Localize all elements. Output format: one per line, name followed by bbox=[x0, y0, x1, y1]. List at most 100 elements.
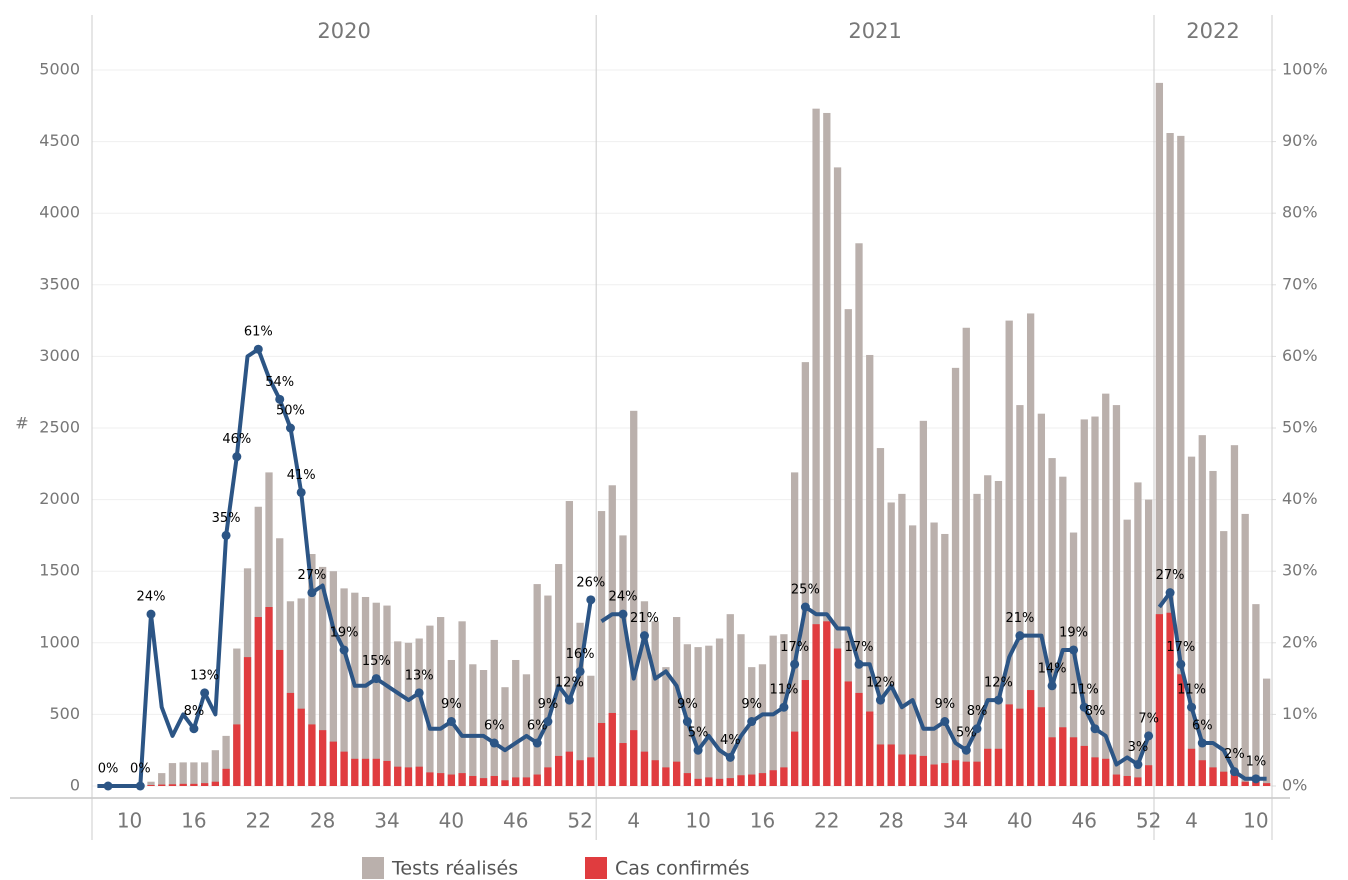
bar bbox=[318, 730, 327, 786]
data-label: 17% bbox=[780, 640, 809, 655]
bar bbox=[394, 641, 402, 786]
bar bbox=[1134, 482, 1142, 786]
line-point bbox=[961, 745, 971, 755]
bar bbox=[619, 743, 627, 786]
bar bbox=[1048, 737, 1056, 786]
bar bbox=[383, 760, 391, 786]
bar bbox=[179, 783, 187, 786]
bar bbox=[533, 584, 541, 786]
data-label: 11% bbox=[769, 683, 798, 698]
bar bbox=[1241, 781, 1249, 786]
bar bbox=[1059, 476, 1067, 786]
data-label: 9% bbox=[441, 697, 462, 712]
bar bbox=[1144, 499, 1153, 786]
data-label: 26% bbox=[576, 575, 605, 590]
data-label: 21% bbox=[1005, 611, 1034, 626]
bar bbox=[951, 760, 960, 786]
data-label: 17% bbox=[1166, 640, 1195, 655]
bar bbox=[222, 768, 230, 786]
y2-tick-label: 60% bbox=[1282, 346, 1318, 365]
line-point bbox=[414, 688, 424, 698]
bar bbox=[941, 533, 949, 786]
line-point bbox=[639, 631, 649, 641]
bar bbox=[168, 763, 177, 786]
line-point bbox=[790, 659, 800, 669]
line-point bbox=[200, 688, 210, 698]
line-point bbox=[1069, 645, 1079, 655]
bar bbox=[233, 648, 241, 786]
bar bbox=[919, 420, 928, 786]
bar bbox=[823, 621, 831, 786]
bar bbox=[694, 647, 702, 786]
bar bbox=[286, 692, 295, 786]
y2-tick-label: 40% bbox=[1282, 489, 1318, 508]
bar bbox=[415, 638, 423, 786]
bar bbox=[512, 659, 520, 786]
bar bbox=[1037, 413, 1046, 786]
bar bbox=[1112, 405, 1121, 786]
bar bbox=[1048, 458, 1056, 786]
y-tick-label: 3500 bbox=[39, 274, 80, 293]
bar bbox=[1166, 133, 1174, 786]
bar bbox=[200, 783, 209, 786]
x-tick-label: 46 bbox=[1072, 809, 1097, 833]
data-label: 0% bbox=[98, 762, 119, 777]
line-point bbox=[693, 745, 703, 755]
bar bbox=[1198, 435, 1206, 786]
bar bbox=[479, 778, 488, 786]
bar bbox=[1037, 707, 1046, 786]
bar bbox=[962, 327, 970, 786]
bar bbox=[426, 625, 434, 786]
bar bbox=[726, 778, 734, 786]
line-point bbox=[993, 695, 1003, 705]
bar bbox=[855, 243, 863, 787]
bar bbox=[833, 648, 842, 786]
bar bbox=[361, 596, 370, 786]
bar bbox=[576, 622, 584, 786]
y-tick-label: 5000 bbox=[39, 60, 80, 79]
data-label: 9% bbox=[741, 697, 762, 712]
data-label: 12% bbox=[866, 676, 895, 691]
bar bbox=[1155, 82, 1164, 786]
data-label: 12% bbox=[555, 676, 584, 691]
bar bbox=[587, 757, 595, 786]
bar bbox=[394, 766, 402, 786]
data-label: 6% bbox=[1192, 719, 1213, 734]
x-tick-label: 52 bbox=[1136, 809, 1161, 833]
data-label: 61% bbox=[244, 325, 273, 340]
bar bbox=[1102, 393, 1110, 786]
line-point bbox=[296, 487, 306, 497]
data-label: 15% bbox=[362, 654, 391, 669]
line-point bbox=[940, 717, 950, 727]
bar bbox=[941, 763, 949, 786]
bar bbox=[565, 751, 574, 786]
bar bbox=[908, 525, 917, 786]
y-tick-label: 4000 bbox=[39, 203, 80, 222]
bar bbox=[404, 642, 413, 786]
bar bbox=[630, 730, 638, 786]
bar bbox=[930, 522, 938, 786]
bar bbox=[1166, 612, 1174, 786]
x-tick-label: 34 bbox=[943, 809, 968, 833]
bar bbox=[200, 762, 209, 786]
data-label: 14% bbox=[1038, 661, 1067, 676]
bar bbox=[222, 735, 230, 786]
y-tick-label: 2000 bbox=[39, 489, 80, 508]
x-tick-label: 4 bbox=[627, 809, 640, 833]
bar bbox=[308, 724, 316, 786]
line-point bbox=[543, 717, 553, 727]
bar bbox=[544, 595, 552, 786]
bar bbox=[533, 774, 541, 786]
bar bbox=[501, 780, 509, 786]
line-point bbox=[285, 423, 295, 433]
bar bbox=[887, 744, 895, 786]
line-point bbox=[1176, 659, 1186, 669]
y2-tick-label: 70% bbox=[1282, 274, 1318, 293]
bar bbox=[672, 617, 681, 786]
bar bbox=[769, 770, 777, 786]
x-tick-label: 52 bbox=[567, 809, 592, 833]
y2-tick-label: 80% bbox=[1282, 203, 1318, 222]
bar bbox=[640, 751, 649, 786]
bar bbox=[844, 309, 852, 786]
